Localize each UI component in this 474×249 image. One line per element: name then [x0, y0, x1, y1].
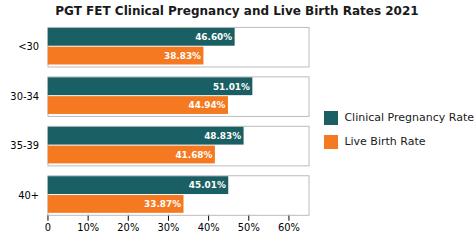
svg-text:20%: 20%: [117, 222, 139, 233]
svg-text:38.83%: 38.83%: [164, 51, 201, 61]
svg-text:44.94%: 44.94%: [189, 100, 226, 110]
html-text:Clinical Pregnancy Rate: Clinical Pregnancy Rate: [344, 111, 474, 125]
svg-text:45.01%: 45.01%: [189, 180, 226, 190]
svg-text:30-34: 30-34: [10, 91, 39, 102]
svg-text:51.01%: 51.01%: [213, 82, 250, 92]
svg-text:33.87%: 33.87%: [144, 199, 181, 209]
svg-text:<30: <30: [18, 41, 39, 52]
svg-text:50%: 50%: [238, 222, 260, 233]
svg-text:41.68%: 41.68%: [175, 150, 212, 160]
svg-text:40+: 40+: [18, 190, 39, 201]
svg-text:0: 0: [45, 222, 51, 233]
html-text:PGT FET Clinical Pregnancy and: PGT FET Clinical Pregnancy and Live Birt…: [55, 4, 419, 18]
svg-text:35-39: 35-39: [10, 140, 39, 151]
svg-text:46.60%: 46.60%: [195, 32, 232, 42]
svg-text:10%: 10%: [77, 222, 99, 233]
html-text:Live Birth Rate: Live Birth Rate: [344, 135, 426, 149]
svg-text:40%: 40%: [198, 222, 220, 233]
svg-text:48.83%: 48.83%: [204, 131, 241, 141]
svg-text:30%: 30%: [157, 222, 179, 233]
svg-text:60%: 60%: [278, 222, 300, 233]
